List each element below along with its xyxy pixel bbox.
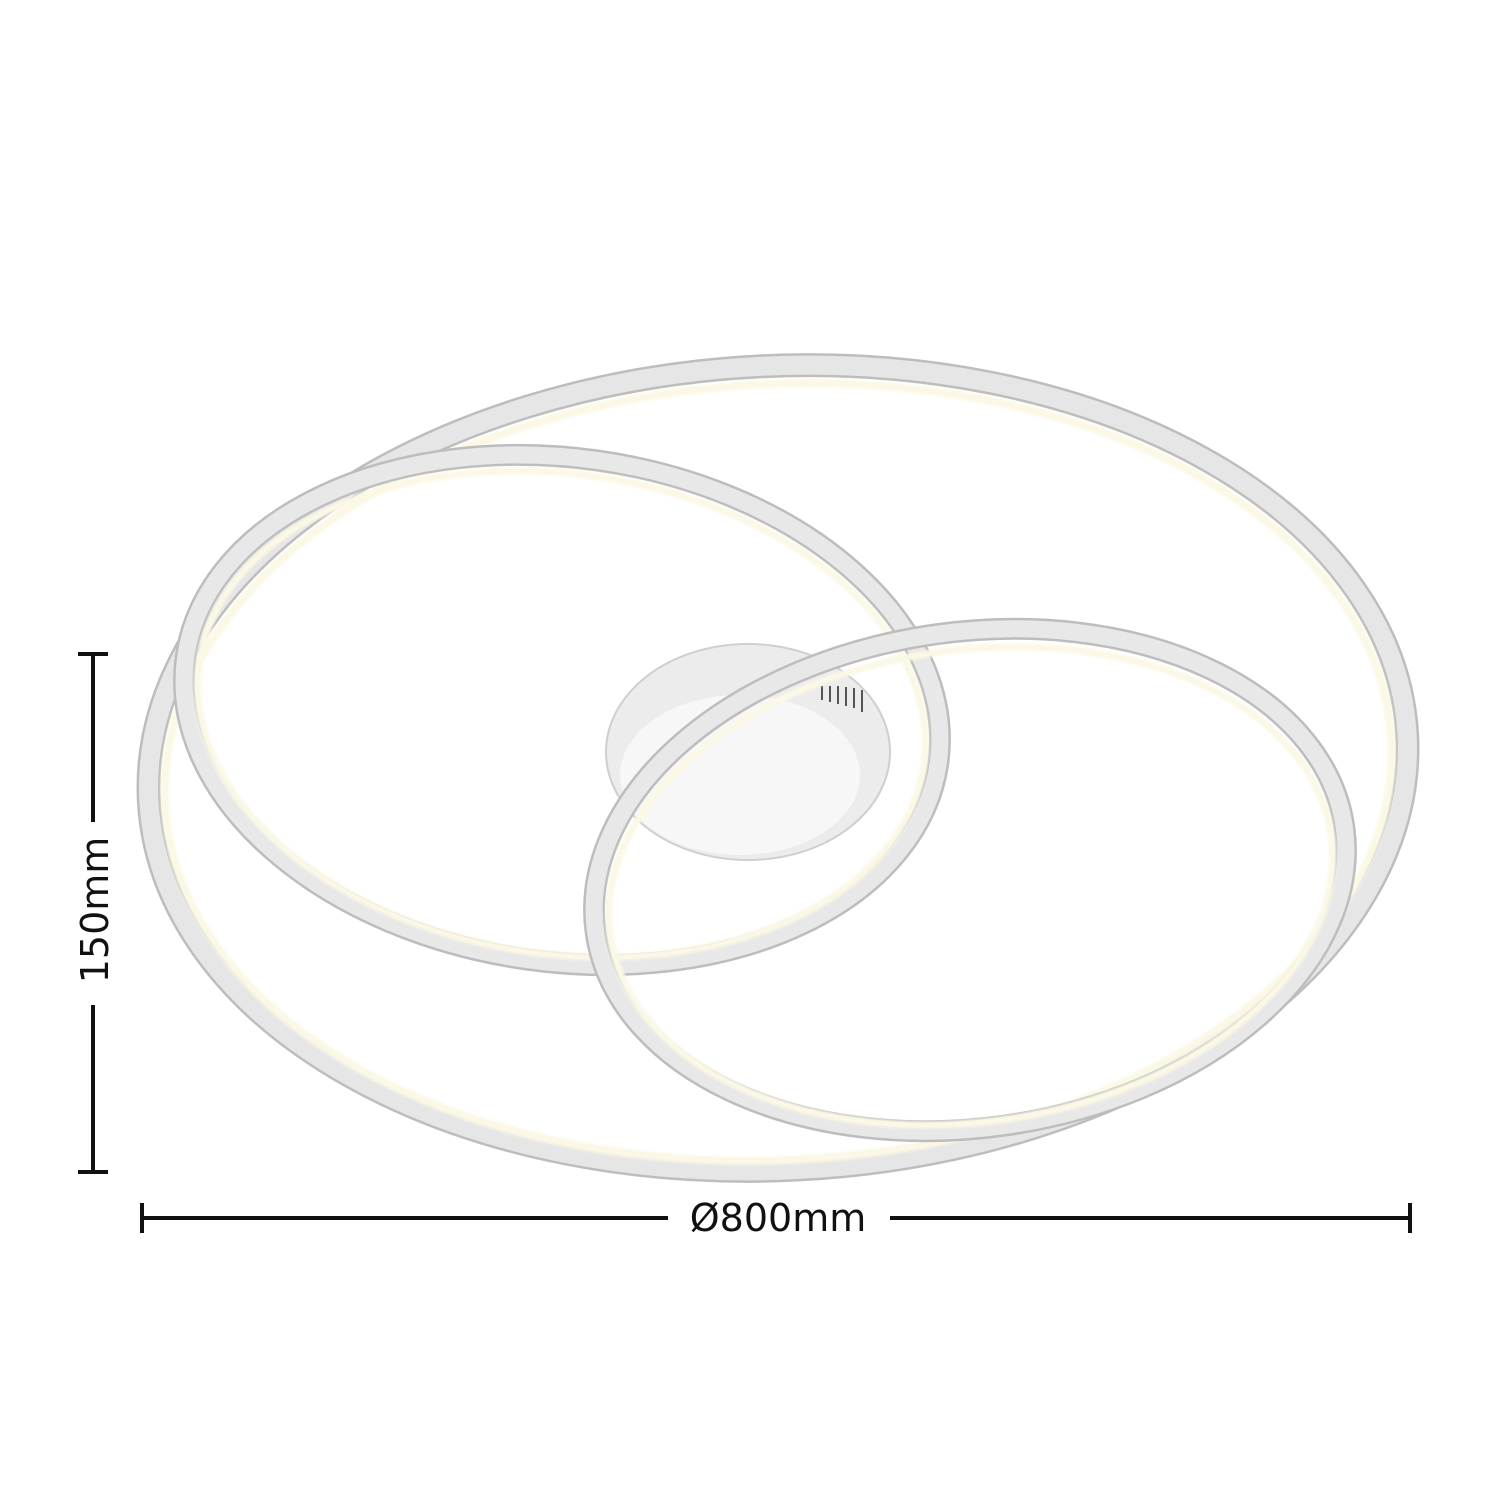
width-dimension-line bbox=[140, 1203, 1412, 1233]
left-inner-ring bbox=[173, 443, 951, 977]
outer-ring bbox=[136, 353, 1420, 1183]
height-label: 150mm bbox=[73, 826, 117, 994]
height-dimension-line bbox=[78, 652, 108, 1174]
right-inner-ring bbox=[583, 617, 1357, 1143]
vent-slots bbox=[821, 686, 863, 712]
diameter-label: Ø800mm bbox=[675, 1199, 881, 1237]
